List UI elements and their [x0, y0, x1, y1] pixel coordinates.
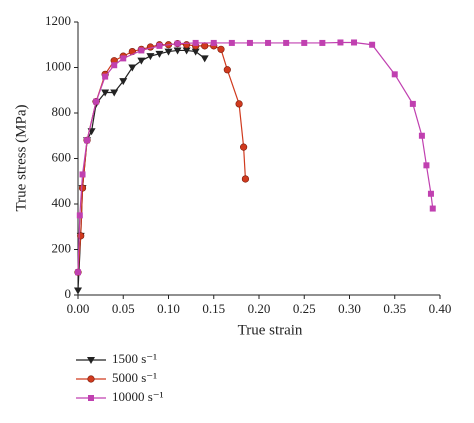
marker [223, 66, 231, 74]
marker [217, 45, 225, 53]
marker [137, 57, 146, 65]
marker [228, 39, 235, 46]
legend-label: 10000 s⁻¹ [112, 389, 164, 404]
marker [120, 55, 127, 62]
marker [111, 62, 118, 69]
marker [78, 184, 87, 192]
marker [246, 39, 253, 46]
marker [174, 40, 181, 47]
y-tick-label: 400 [52, 195, 72, 210]
y-tick-label: 1200 [45, 13, 71, 28]
marker [79, 171, 86, 178]
x-tick-label: 0.20 [248, 301, 271, 316]
marker [265, 39, 272, 46]
series-line [77, 41, 434, 273]
marker [201, 42, 209, 50]
x-tick-label: 0.10 [157, 301, 180, 316]
marker [191, 48, 200, 56]
x-tick-label: 0.30 [338, 301, 361, 316]
marker [200, 55, 209, 63]
y-tick-label: 800 [52, 104, 72, 119]
marker [102, 73, 109, 80]
marker [164, 48, 173, 56]
marker [146, 53, 155, 61]
marker [210, 39, 217, 46]
marker [337, 39, 344, 46]
marker [173, 47, 182, 55]
y-tick-label: 1000 [45, 58, 71, 73]
marker [235, 100, 243, 108]
marker [369, 41, 376, 48]
series-line [77, 49, 206, 291]
legend-marker [88, 395, 94, 401]
marker [182, 47, 191, 55]
y-tick-label: 0 [65, 286, 72, 301]
marker [183, 41, 191, 49]
legend-marker [87, 375, 95, 383]
marker [74, 287, 82, 295]
marker [391, 71, 398, 78]
marker [301, 39, 308, 46]
marker [240, 143, 248, 151]
x-axis-label: True strain [238, 322, 303, 338]
marker [429, 205, 436, 212]
x-tick-label: 0.40 [429, 301, 452, 316]
marker [138, 47, 145, 54]
y-tick-label: 600 [52, 149, 72, 164]
x-tick-label: 0.05 [112, 301, 135, 316]
marker [241, 175, 250, 183]
marker [110, 89, 119, 97]
marker [119, 78, 128, 86]
marker [93, 98, 100, 105]
marker [427, 190, 434, 197]
legend-marker [87, 357, 95, 364]
marker [192, 39, 199, 46]
marker [101, 89, 110, 97]
marker [423, 162, 430, 169]
marker [418, 132, 425, 139]
marker [84, 137, 91, 144]
marker [77, 232, 85, 240]
marker [351, 39, 358, 46]
y-tick-label: 200 [52, 240, 72, 255]
marker [409, 100, 416, 107]
marker [128, 64, 137, 72]
x-tick-label: 0.15 [202, 301, 225, 316]
legend-label: 5000 s⁻¹ [112, 370, 157, 385]
y-axis-label: True stress (MPa) [13, 105, 29, 212]
legend-label: 1500 s⁻¹ [112, 351, 157, 366]
marker [76, 212, 83, 219]
marker [75, 269, 81, 276]
x-tick-label: 0.25 [293, 301, 316, 316]
x-tick-label: 0.00 [67, 301, 90, 316]
x-tick-label: 0.35 [383, 301, 406, 316]
marker [155, 50, 164, 58]
marker [156, 42, 163, 49]
marker [283, 39, 290, 46]
marker [319, 39, 326, 46]
